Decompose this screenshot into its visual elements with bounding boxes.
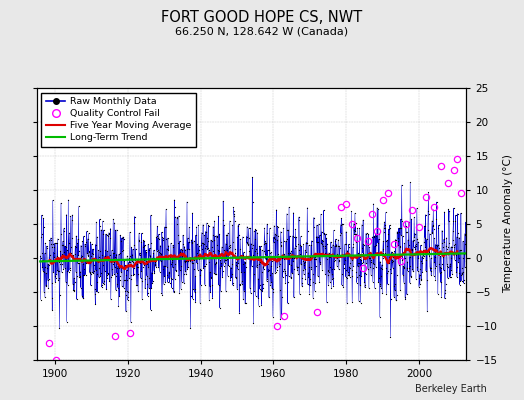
Text: Berkeley Earth: Berkeley Earth	[416, 384, 487, 394]
Legend: Raw Monthly Data, Quality Control Fail, Five Year Moving Average, Long-Term Tren: Raw Monthly Data, Quality Control Fail, …	[41, 93, 196, 147]
Text: 66.250 N, 128.642 W (Canada): 66.250 N, 128.642 W (Canada)	[176, 26, 348, 36]
Y-axis label: Temperature Anomaly (°C): Temperature Anomaly (°C)	[503, 154, 513, 294]
Text: FORT GOOD HOPE CS, NWT: FORT GOOD HOPE CS, NWT	[161, 10, 363, 25]
